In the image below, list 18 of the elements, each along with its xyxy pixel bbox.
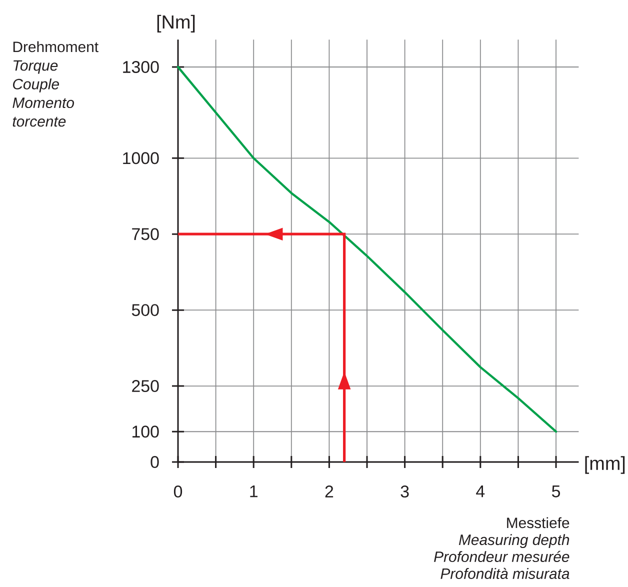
y-tick-label: 0 bbox=[150, 456, 159, 468]
y-tick-label: 1000 bbox=[123, 152, 159, 164]
y-axis-title: Drehmoment Torque Couple Momento torcente bbox=[12, 41, 98, 127]
x-axis-title: Messtiefe Measuring depth Profondeur mesurée Profondità misurata bbox=[434, 517, 570, 579]
x-tick-label: 5 bbox=[552, 486, 560, 498]
y-tick-label: 250 bbox=[132, 380, 159, 392]
x-tick-label: 3 bbox=[400, 486, 409, 498]
x-tick-label: 4 bbox=[476, 486, 485, 498]
y-tick-label: 750 bbox=[132, 228, 159, 240]
x-tick-label: 2 bbox=[325, 486, 334, 498]
x-tick-label: 0 bbox=[174, 486, 182, 498]
text: [mm] bbox=[585, 456, 625, 474]
y-tick-label: 100 bbox=[132, 426, 159, 438]
line-series bbox=[176, 66, 558, 433]
y-tick-label: 1300 bbox=[123, 60, 159, 73]
y-tick-label: 500 bbox=[132, 304, 159, 316]
text: [Nm] bbox=[157, 14, 195, 32]
x-tick-label: 1 bbox=[250, 486, 258, 498]
